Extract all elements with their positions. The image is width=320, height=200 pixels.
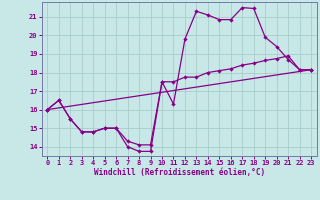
- X-axis label: Windchill (Refroidissement éolien,°C): Windchill (Refroidissement éolien,°C): [94, 168, 265, 177]
